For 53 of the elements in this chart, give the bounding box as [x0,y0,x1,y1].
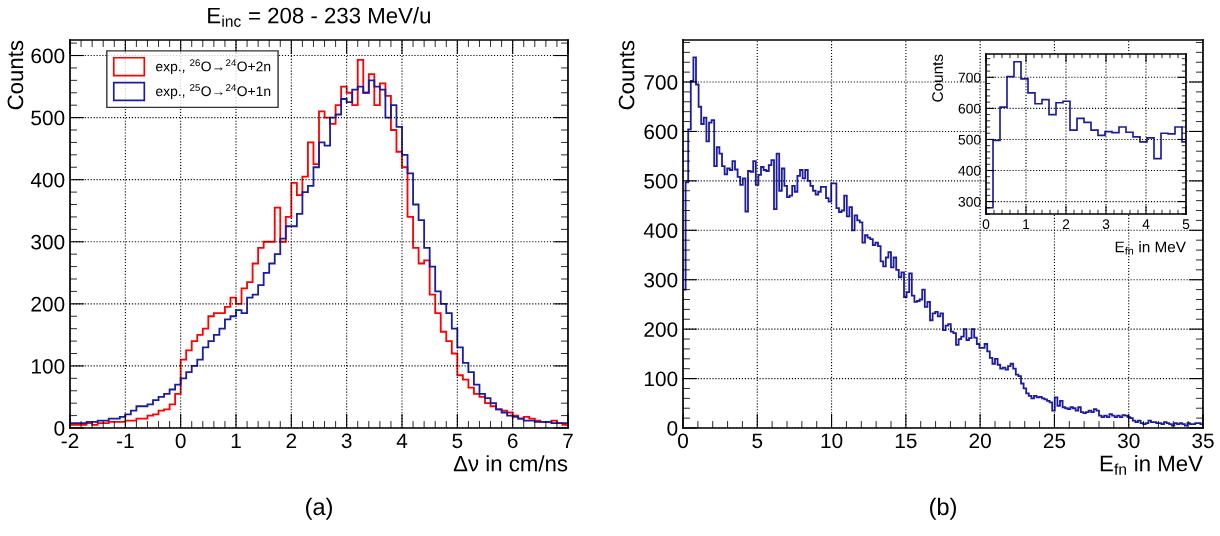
text: (a) [306,497,332,520]
x-tick-label: 6 [507,433,518,449]
x-tick-label: 15 [895,433,917,449]
y-tick-label: 100 [644,371,678,387]
x-tick-label: 0 [678,433,688,449]
x-tick-label: 5 [452,433,463,449]
y-tick-label: 100 [31,358,65,374]
y-tick-label: 200 [31,296,65,312]
text: (b) [930,497,956,520]
y-axis-title: Counts [7,40,24,110]
y-tick-label: 500 [31,110,65,126]
legend-label: exp., $^{25}$O→$^{24}$O+1n [156,84,271,99]
y-axis-title: Counts [932,54,943,102]
x-tick-label: 4 [396,433,408,448]
x-tick-label: 4 [1142,219,1150,229]
y-tick-label: 600 [644,124,678,140]
y-tick-label: 600 [958,103,981,114]
x-tick-label: 35 [1192,433,1214,449]
x-tick-label: 7 [563,433,573,448]
x-tick-label: 0 [982,219,990,230]
x-tick-label: 2 [1062,219,1070,229]
chart-title: E$_{inc}$ = 208 - 233 MeV/u [208,7,430,27]
y-tick-label: 300 [958,196,981,207]
y-tick-label: 500 [644,173,678,189]
y-tick-label: 0 [667,421,678,436]
x-axis-title: E$_{fn}$ in MeV [1100,455,1203,475]
x-axis-title: Δν in cm/ns [453,455,568,472]
x-tick-label: 20 [969,433,991,449]
x-tick-label: 5 [752,433,763,449]
x-tick-label: 25 [1043,433,1066,449]
x-axis-title: E$_{fn}$ in MeV [1115,241,1186,255]
x-tick-label: 2 [286,433,297,448]
y-tick-label: 500 [958,134,981,145]
y-tick-label: 600 [31,48,65,64]
y-tick-label: 300 [31,234,65,250]
x-tick-label: 1 [1023,219,1030,229]
x-tick-label: 0 [175,433,186,449]
legend-label: exp., $^{26}$O→$^{24}$O+2n [156,59,271,75]
y-tick-label: 400 [30,172,65,188]
y-tick-label: 700 [644,75,678,90]
y-tick-label: 700 [958,72,981,83]
x-tick-label: 3 [341,433,352,449]
y-tick-label: 400 [643,223,678,239]
x-tick-label: -1 [117,433,134,448]
x-tick-label: 10 [821,433,843,449]
y-tick-label: 200 [644,322,678,337]
y-tick-label: 400 [958,165,981,176]
y-tick-label: 300 [644,272,678,288]
y-axis-title: Counts [618,40,635,110]
x-tick-label: 3 [1102,219,1110,230]
x-tick-label: 5 [1182,219,1190,230]
x-tick-label: 1 [231,433,241,448]
x-tick-label: 30 [1117,433,1140,449]
